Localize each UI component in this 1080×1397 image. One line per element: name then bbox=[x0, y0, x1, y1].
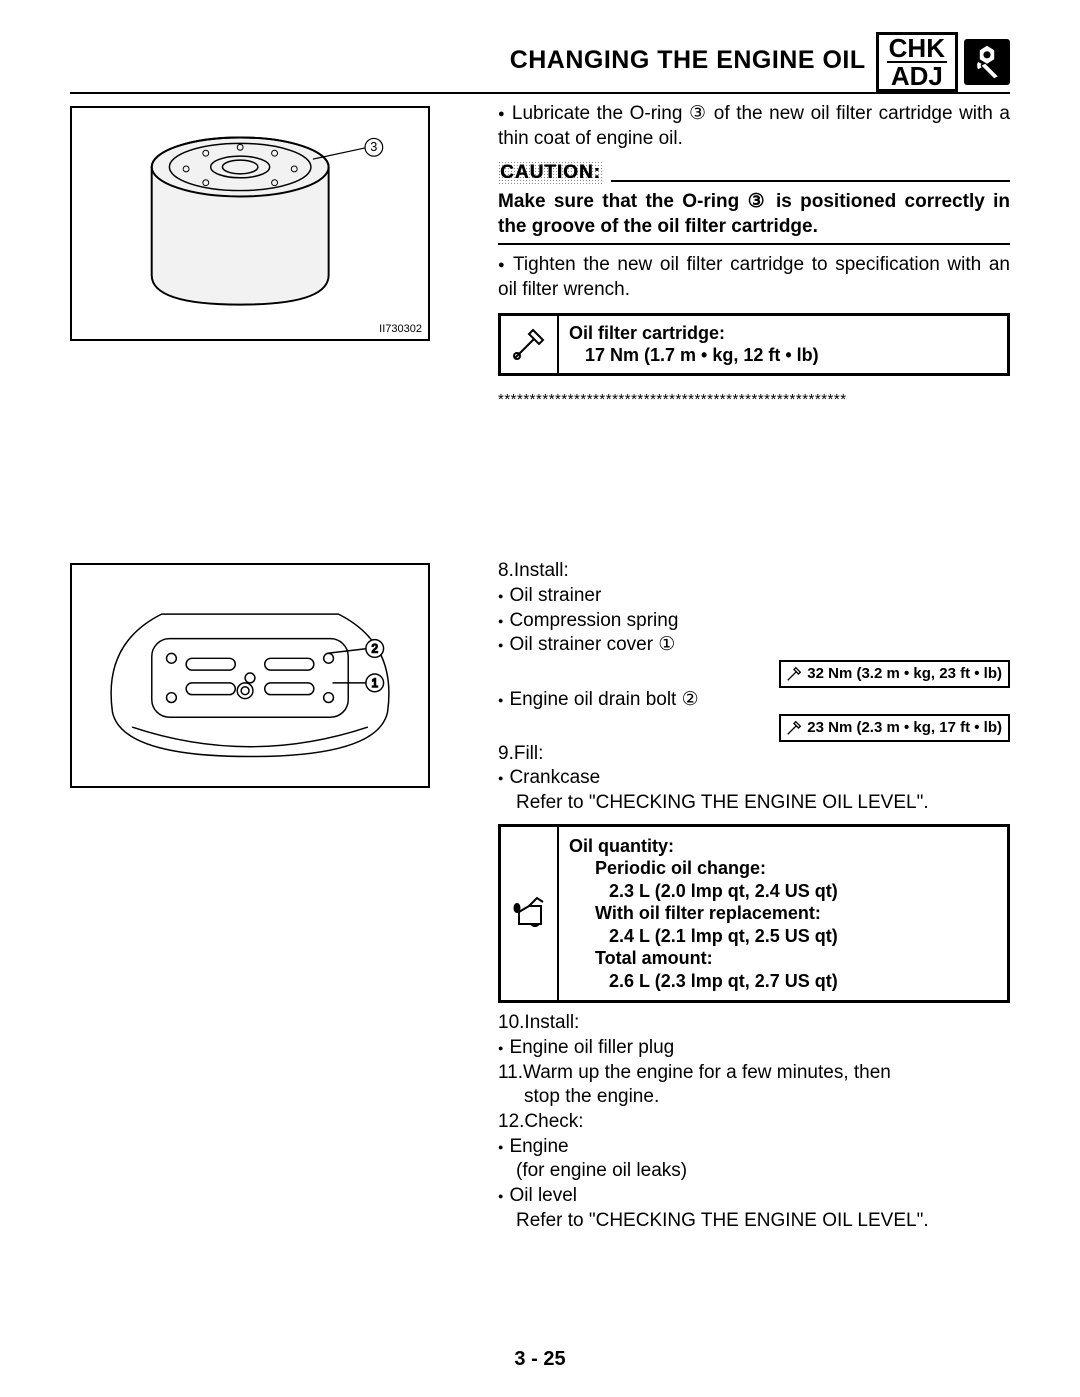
torque-1-row: 32 Nm (3.2 m • kg, 23 ft • lb) bbox=[498, 660, 1010, 688]
torque-spec-text: Oil filter cartridge: 17 Nm (1.7 m • kg,… bbox=[559, 316, 1007, 373]
item-oil-level: Oil level bbox=[498, 1184, 1010, 1209]
page-title: CHANGING THE ENGINE OIL bbox=[510, 46, 866, 75]
tighten-text: Tighten the new oil filter cartridge to … bbox=[498, 253, 1010, 302]
oil-qty-box: Oil quantity: Periodic oil change: 2.3 L… bbox=[498, 824, 1010, 1004]
filter-label: With oil filter replacement: bbox=[569, 902, 997, 925]
torque-2: 23 Nm (2.3 m • kg, 17 ft • lb) bbox=[779, 714, 1010, 742]
oilqty-title: Oil quantity: bbox=[569, 835, 997, 858]
caution-body: Make sure that the O-ring ③ is positione… bbox=[498, 190, 1010, 245]
step-12: 12.Check: bbox=[498, 1110, 1010, 1135]
item-filler-plug: Engine oil filler plug bbox=[498, 1036, 1010, 1061]
caution-label: CAUTION: bbox=[498, 161, 603, 186]
refer-9: Refer to "CHECKING THE ENGINE OIL LEVEL"… bbox=[498, 791, 1010, 816]
filter-value: 2.4 L (2.1 lmp qt, 2.5 US qt) bbox=[569, 925, 997, 948]
figure-oil-filter: 3 II730302 bbox=[70, 106, 430, 341]
item-drain-bolt: Engine oil drain bolt ② bbox=[498, 688, 1010, 713]
torque-wrench-icon bbox=[501, 316, 559, 373]
periodic-label: Periodic oil change: bbox=[569, 857, 997, 880]
spec-value: 17 Nm (1.7 m • kg, 12 ft • lb) bbox=[569, 344, 997, 367]
item-engine: Engine bbox=[498, 1135, 1010, 1160]
item-strainer-cover: Oil strainer cover ① bbox=[498, 633, 1010, 658]
item-engine-sub: (for engine oil leaks) bbox=[498, 1159, 1010, 1184]
svg-text:2: 2 bbox=[371, 643, 378, 656]
step-8: 8.Install: bbox=[498, 559, 1010, 584]
torque-1: 32 Nm (3.2 m • kg, 23 ft • lb) bbox=[779, 660, 1010, 688]
total-label: Total amount: bbox=[569, 947, 997, 970]
chk-adj-box: CHK ADJ bbox=[876, 32, 958, 92]
torque-2-value: 23 Nm (2.3 m • kg, 17 ft • lb) bbox=[807, 718, 1002, 738]
step-9: 9.Fill: bbox=[498, 742, 1010, 767]
figure-1-col: 3 II730302 bbox=[70, 102, 480, 409]
torque-2-row: 23 Nm (2.3 m • kg, 17 ft • lb) bbox=[498, 714, 1010, 742]
svg-text:3: 3 bbox=[370, 139, 377, 154]
svg-text:1: 1 bbox=[371, 677, 378, 690]
oil-can-icon bbox=[501, 827, 559, 1001]
figure-undercover: 2 1 bbox=[70, 563, 430, 788]
spec-title: Oil filter cartridge: bbox=[569, 322, 997, 345]
section-2-text: 8.Install: Oil strainer Compression spri… bbox=[498, 559, 1010, 1233]
item-compression-spring: Compression spring bbox=[498, 609, 1010, 634]
section-1-text: Lubricate the O-ring ③ of the new oil fi… bbox=[498, 102, 1010, 409]
step-10: 10.Install: bbox=[498, 1011, 1010, 1036]
wrench-nut-icon bbox=[964, 39, 1010, 85]
refer-12: Refer to "CHECKING THE ENGINE OIL LEVEL"… bbox=[498, 1209, 1010, 1234]
lubricate-text: Lubricate the O-ring ③ of the new oil fi… bbox=[498, 102, 1010, 151]
section-2: 2 1 8.Install: Oil strainer Compression … bbox=[70, 559, 1010, 1233]
divider-stars: ****************************************… bbox=[498, 390, 1010, 410]
caution-rule bbox=[611, 180, 1010, 182]
periodic-value: 2.3 L (2.0 lmp qt, 2.4 US qt) bbox=[569, 880, 997, 903]
step-11: 11.Warm up the engine for a few minutes,… bbox=[498, 1061, 1010, 1110]
oil-qty-text: Oil quantity: Periodic oil change: 2.3 L… bbox=[559, 827, 1007, 1001]
torque-spec-box: Oil filter cartridge: 17 Nm (1.7 m • kg,… bbox=[498, 313, 1010, 376]
page-number: 3 - 25 bbox=[0, 1348, 1080, 1371]
chk-label: CHK bbox=[887, 35, 947, 63]
figure-code: II730302 bbox=[379, 323, 422, 335]
item-crankcase: Crankcase bbox=[498, 766, 1010, 791]
page-header: CHANGING THE ENGINE OIL CHK ADJ bbox=[70, 30, 1010, 94]
torque-1-value: 32 Nm (3.2 m • kg, 23 ft • lb) bbox=[807, 664, 1002, 684]
item-oil-strainer: Oil strainer bbox=[498, 584, 1010, 609]
section-1: 3 II730302 Lubricate the O-ring ③ of the… bbox=[70, 102, 1010, 409]
figure-2-col: 2 1 bbox=[70, 559, 480, 1233]
total-value: 2.6 L (2.3 lmp qt, 2.7 US qt) bbox=[569, 970, 997, 993]
caution-heading: CAUTION: bbox=[498, 161, 1010, 186]
adj-label: ADJ bbox=[889, 63, 945, 89]
